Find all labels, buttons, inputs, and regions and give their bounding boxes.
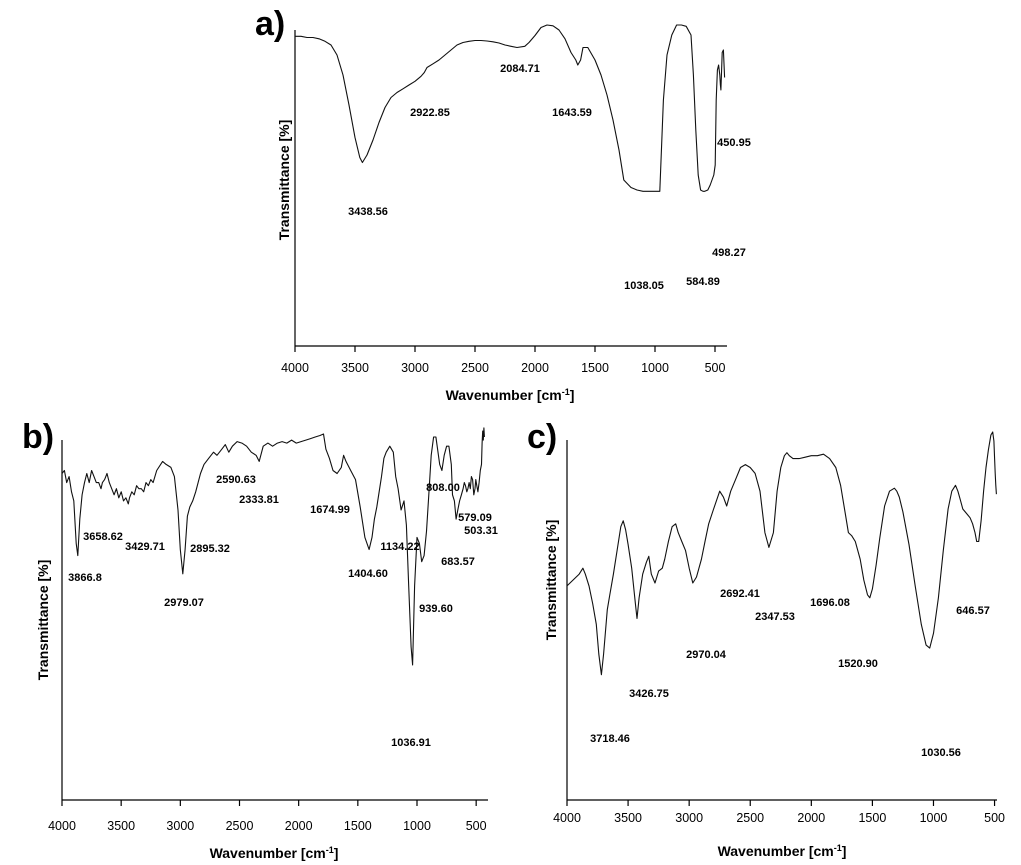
panel-b-x-tick-label: 4000	[48, 819, 76, 833]
panel-a-letter: a)	[255, 5, 285, 43]
panel-b-x-tick-label: 2000	[285, 819, 313, 833]
panel-a-spectrum: a) 4000 3500 3000 2500 2000 1500 1000 500 Trans…	[255, 5, 751, 403]
panel-b-x-tick-label: 1000	[403, 819, 431, 833]
panel-b-x-tick-label: 3500	[107, 819, 135, 833]
panel-a-x-tick-label: 1500	[581, 361, 609, 375]
panel-b-peak-label: 3658.62	[83, 531, 123, 543]
panel-b-peak-label: 939.60	[419, 603, 453, 615]
panel-c-x-tick-label: 2500	[736, 811, 764, 825]
panel-b-x-axis-label: Wavenumber [cm-1]	[210, 845, 339, 861]
panel-c-peak-label: 2692.41	[720, 588, 760, 600]
panel-a-peak-label: 498.27	[712, 247, 746, 259]
panel-c-peak-label: 1030.56	[921, 747, 961, 759]
panel-b-peak-label: 579.09	[458, 512, 492, 524]
panel-c-y-axis-label: Transmittance [%]	[543, 520, 559, 641]
panel-b-peak-label: 1674.99	[310, 504, 350, 516]
panel-b-y-axis-label: Transmittance [%]	[35, 560, 51, 681]
panel-a-x-tick-label: 3000	[401, 361, 429, 375]
panel-b-peak-label: 1404.60	[348, 568, 388, 580]
panel-c-x-tick-label: 500	[984, 811, 1005, 825]
panel-a-peak-label: 584.89	[686, 276, 720, 288]
panel-c-letter: c)	[527, 418, 557, 456]
panel-b-peak-label: 2895.32	[190, 543, 230, 555]
panel-a-spectrum-line	[295, 24, 726, 192]
panel-b-x-tick-label: 1500	[344, 819, 372, 833]
panel-b-x-tick-label: 500	[466, 819, 487, 833]
panel-b-peak-label: 1036.91	[391, 737, 431, 749]
panel-a-x-axis-label: Wavenumber [cm-1]	[446, 387, 575, 403]
panel-b-spectrum-line	[61, 427, 485, 666]
panel-c-spectrum-line	[566, 431, 997, 676]
panel-a-x-ticks: 4000 3500 3000 2500 2000 1500 1000 500	[281, 346, 725, 375]
panel-b-peak-label: 503.31	[464, 525, 498, 537]
panel-b-peak-label: 2590.63	[216, 474, 256, 486]
panel-a-peak-label: 1038.05	[624, 280, 664, 292]
panel-a-y-axis-label: Transmittance [%]	[276, 120, 292, 241]
panel-a-peak-label: 3438.56	[348, 206, 388, 218]
panel-c-peak-label: 3718.46	[590, 733, 630, 745]
panel-c-peak-label: 3426.75	[629, 688, 669, 700]
panel-b-x-tick-label: 3000	[166, 819, 194, 833]
panel-b-peak-label: 683.57	[441, 556, 475, 568]
panel-b-peak-label: 3429.71	[125, 541, 165, 553]
panel-a-x-tick-label: 2500	[461, 361, 489, 375]
panel-b-x-tick-label: 2500	[226, 819, 254, 833]
panel-c-x-tick-label: 1500	[858, 811, 886, 825]
panel-c-peak-label: 2347.53	[755, 611, 795, 623]
panel-b-peak-label: 3866.8	[68, 572, 102, 584]
panel-b-peak-label: 808.00	[426, 482, 460, 494]
panel-c-x-tick-label: 3000	[675, 811, 703, 825]
panel-c-spectrum: c) 4000 3500 3000 2500 2000 1500 1000 500 Trans…	[527, 418, 1005, 859]
panel-c-x-tick-label: 4000	[553, 811, 581, 825]
panel-a-peak-label: 1643.59	[552, 107, 592, 119]
panel-a-peak-label: 450.95	[717, 137, 751, 149]
panel-b-peak-label: 1134.22	[380, 541, 419, 553]
panel-a-peak-label: 2922.85	[410, 107, 450, 119]
panel-b-peak-label: 2979.07	[164, 597, 204, 609]
panel-a-peak-label: 2084.71	[500, 63, 540, 75]
panel-b-spectrum: b) 4000 3500 3000 2500 2000 1500 1000 500 Trans…	[22, 418, 498, 861]
panel-b-peak-label: 2333.81	[239, 494, 279, 506]
panel-c-peak-label: 1520.90	[838, 658, 878, 670]
panel-a-x-tick-label: 2000	[521, 361, 549, 375]
panel-c-x-ticks: 4000 3500 3000 2500 2000 1500 1000 500	[553, 800, 1005, 825]
panel-c-x-axis-label: Wavenumber [cm-1]	[718, 843, 847, 859]
panel-c-peak-label: 1696.08	[810, 597, 850, 609]
panel-a-x-tick-label: 4000	[281, 361, 309, 375]
panel-c-peak-label: 646.57	[956, 605, 990, 617]
panel-b-letter: b)	[22, 418, 54, 456]
panel-a-x-tick-label: 3500	[341, 361, 369, 375]
panel-a-x-tick-label: 500	[705, 361, 726, 375]
panel-a-x-tick-label: 1000	[641, 361, 669, 375]
panel-c-x-tick-label: 1000	[920, 811, 948, 825]
panel-b-x-ticks: 4000 3500 3000 2500 2000 1500 1000 500	[48, 800, 487, 833]
panel-c-x-tick-label: 2000	[797, 811, 825, 825]
panel-c-peak-label: 2970.04	[686, 649, 727, 661]
panel-c-x-tick-label: 3500	[614, 811, 642, 825]
